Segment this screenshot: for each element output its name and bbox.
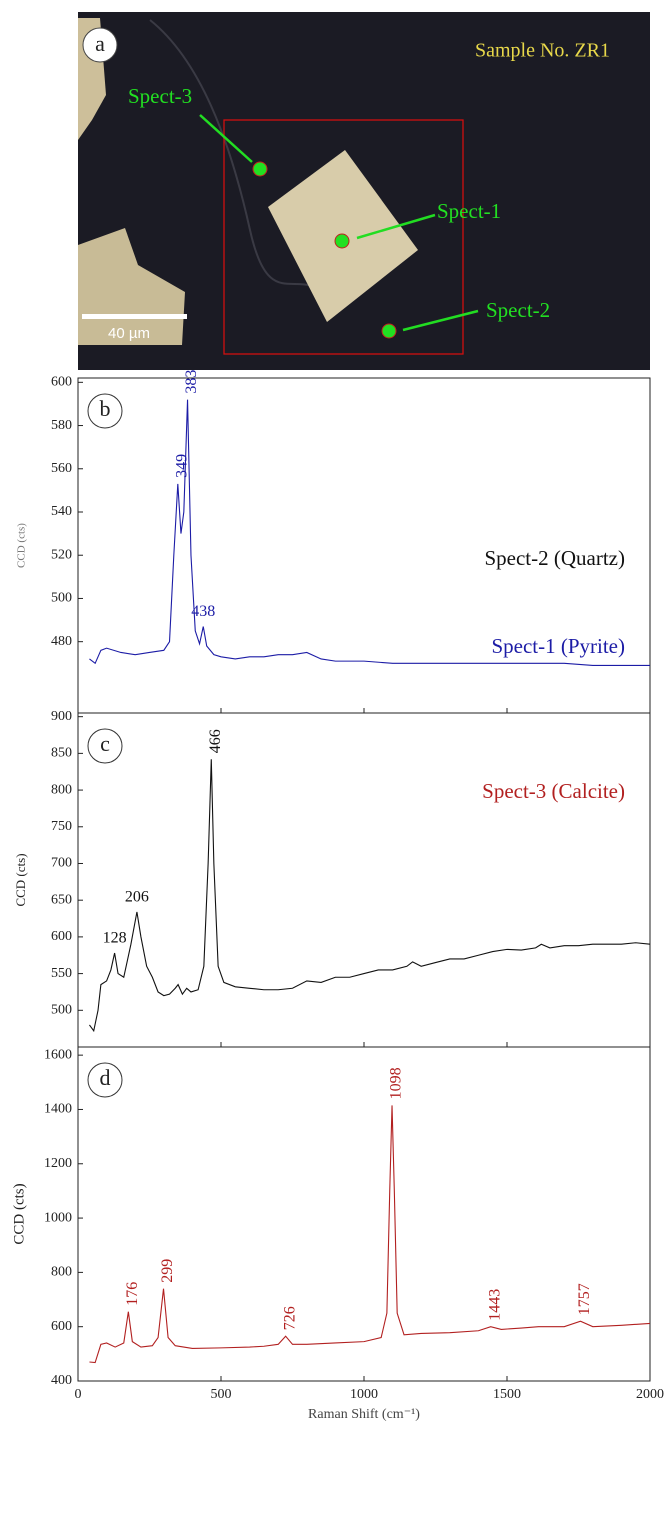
- y-tick-label: 480: [51, 634, 72, 649]
- spot: [252, 161, 268, 177]
- y-tick-label: 400: [51, 1373, 72, 1388]
- y-tick-label: 560: [51, 461, 72, 476]
- peak-label: 349: [173, 454, 190, 478]
- peak-label: 438: [191, 603, 215, 620]
- y-tick-label: 1000: [44, 1210, 72, 1225]
- y-tick-label: 500: [51, 591, 72, 606]
- spot: [334, 233, 350, 249]
- peak-label: 1443: [486, 1289, 503, 1321]
- y-tick-label: 700: [51, 856, 72, 871]
- peak-label: 128: [103, 930, 127, 947]
- spectrum-line: [88, 759, 651, 1033]
- y-tick-label: 600: [51, 375, 72, 390]
- micrograph: a Sample No. ZR1 Spect-3 Spect-1 Spect-2…: [78, 12, 650, 370]
- panel-badge: [87, 1062, 123, 1098]
- y-tick-label: 550: [51, 966, 72, 981]
- x-tick-label: 2000: [636, 1387, 664, 1402]
- x-tick-label: 1000: [350, 1387, 378, 1402]
- y-tick-label: 520: [51, 547, 72, 562]
- peak-label: 206: [125, 889, 149, 906]
- y-tick-label: 600: [51, 1319, 72, 1334]
- y-tick-label: 900: [51, 709, 72, 724]
- y-tick-label: 750: [51, 819, 72, 834]
- y-tick-label: 800: [51, 782, 72, 797]
- y-tick-label: 850: [51, 746, 72, 761]
- x-tick-label: 0: [75, 1387, 82, 1402]
- arrow: [356, 213, 436, 240]
- y-tick-label: 600: [51, 929, 72, 944]
- y-tick-label: 540: [51, 504, 72, 519]
- x-tick-label: 1500: [493, 1387, 521, 1402]
- panel-label: a: [95, 31, 105, 56]
- y-tick-label: 1600: [44, 1047, 72, 1062]
- y-tick-label: 1200: [44, 1156, 72, 1171]
- y-tick-label: 650: [51, 892, 72, 907]
- y-axis-label: CCD (cts): [13, 853, 28, 906]
- x-tick-label: 500: [211, 1387, 232, 1402]
- spot-label: Spect-1: [437, 199, 501, 223]
- spectrum-line: [89, 1105, 651, 1364]
- peak-label: 176: [124, 1282, 141, 1306]
- panel-label: d: [100, 1065, 111, 1090]
- y-tick-label: 500: [51, 1003, 72, 1018]
- y-tick-label: 1400: [44, 1102, 72, 1117]
- peak-label: 299: [159, 1259, 176, 1283]
- peak-label: 466: [207, 729, 224, 753]
- peak-label: 1757: [576, 1283, 593, 1315]
- spot-label: Spect-2: [486, 298, 550, 322]
- y-axis-label: CCD (cts): [11, 1183, 27, 1244]
- peak-label: 726: [281, 1306, 298, 1330]
- sample-title: Sample No. ZR1: [475, 40, 610, 62]
- spot: [381, 323, 397, 339]
- spot-label: Spect-3: [128, 84, 192, 108]
- y-tick-label: 800: [51, 1265, 72, 1280]
- legend-label: Spect-1 (Pyrite): [491, 634, 625, 658]
- scale-label: 40 µm: [108, 325, 150, 342]
- peak-label: 1098: [388, 1067, 405, 1099]
- x-axis-label: Raman Shift (cm⁻¹): [308, 1407, 420, 1422]
- panel-badge: [87, 728, 123, 764]
- legend-label: Spect-2 (Quartz): [484, 546, 625, 570]
- spectrum-line: [89, 399, 650, 666]
- arrow: [199, 114, 253, 163]
- panel-badge: [82, 27, 118, 63]
- y-tick-label: 580: [51, 418, 72, 433]
- axes-frame: [77, 1046, 651, 1382]
- panel-label: b: [100, 396, 111, 421]
- crack: [149, 19, 331, 301]
- legend-label: Spect-3 (Calcite): [482, 779, 625, 803]
- y-axis-label: CCD (cts): [16, 523, 28, 568]
- panel-badge: [87, 393, 123, 429]
- selection-box: [223, 119, 464, 355]
- peak-label: 383: [183, 370, 200, 394]
- arrow: [402, 309, 479, 332]
- scale-bar: [82, 314, 187, 319]
- panel-label: c: [100, 731, 110, 756]
- axes-frame: [77, 712, 651, 1048]
